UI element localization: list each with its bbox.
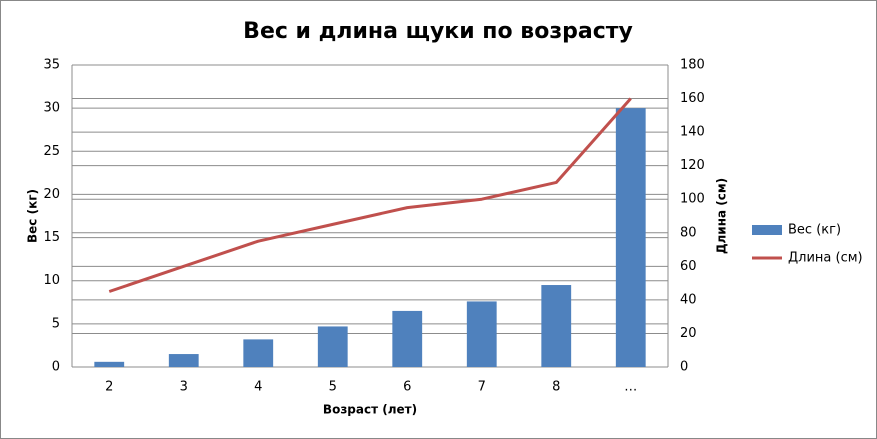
y2-tick-label: 120 (680, 158, 705, 173)
x-axis-label: Возраст (лет) (323, 403, 417, 417)
x-tick-label: 2 (105, 380, 113, 395)
legend-swatch (752, 225, 782, 235)
bar (466, 301, 497, 367)
y-tick-label: 25 (43, 144, 60, 159)
y-tick-label: 15 (43, 230, 60, 245)
bar (392, 310, 423, 367)
y2-tick-label: 20 (680, 326, 697, 341)
line (108, 97, 632, 293)
x-tick-label: 7 (478, 380, 486, 395)
y2-tick-label: 160 (680, 91, 705, 106)
y-tick-label: 5 (52, 316, 60, 331)
bar (541, 285, 572, 367)
y-tick-label: 0 (52, 360, 60, 375)
y2-tick-label: 100 (680, 192, 705, 207)
x-tick-label: 6 (403, 380, 411, 395)
chart-title: Вес и длина щуки по возрасту (243, 19, 633, 44)
y2-tick-label: 60 (680, 259, 697, 274)
y2-tick-label: 40 (680, 292, 697, 307)
y-tick-label: 10 (43, 273, 60, 288)
y2-tick-label: 80 (680, 225, 697, 240)
y2-axis-label: Длина (см) (715, 178, 729, 254)
y-tick-label: 35 (43, 58, 60, 73)
y-tick-label: 30 (43, 101, 60, 116)
y-axis-label: Вес (кг) (26, 189, 40, 243)
y-tick-label: 20 (43, 187, 60, 202)
x-tick-label: 5 (329, 380, 337, 395)
x-tick-label: 3 (180, 380, 188, 395)
bar (317, 326, 348, 367)
y2-tick-label: 140 (680, 125, 705, 140)
x-tick-label: 4 (254, 380, 262, 395)
bar (243, 339, 274, 367)
bar (168, 354, 199, 367)
legend-label: Вес (кг) (788, 223, 841, 238)
bar (615, 108, 646, 368)
y2-tick-label: 180 (680, 58, 705, 73)
legend-label: Длина (см) (788, 251, 863, 266)
y2-tick-label: 0 (680, 360, 688, 375)
x-tick-label: … (624, 380, 637, 395)
x-tick-label: 8 (552, 380, 560, 395)
bar (94, 361, 125, 367)
